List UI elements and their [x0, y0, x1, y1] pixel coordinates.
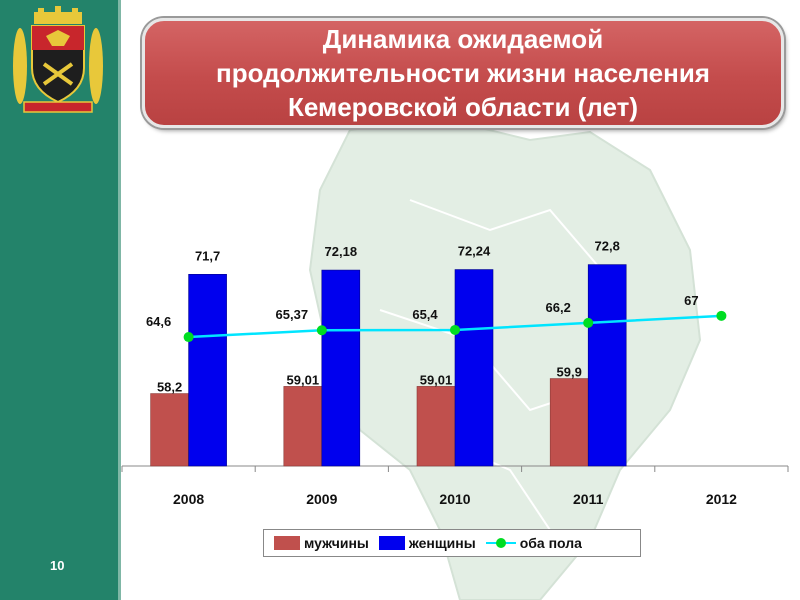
data-label-women-2008: 71,7: [195, 248, 220, 263]
chart-legend: мужчины женщины оба пола: [263, 529, 641, 557]
slide-title: Динамика ожидаемой продолжительности жиз…: [216, 24, 710, 122]
legend-swatch-both: [485, 536, 516, 550]
x-tick-label-2011: 2011: [573, 491, 604, 507]
bar-men-2008: [150, 393, 189, 467]
sidebar-divider: [118, 0, 121, 600]
data-label-both-2009: 65,37: [276, 307, 309, 322]
kemerovo-coat-of-arms-icon: [13, 6, 103, 113]
point-both-2011: [583, 317, 594, 328]
data-label-men-2010: 59,01: [420, 372, 453, 387]
sidebar: 10: [0, 0, 118, 600]
point-both-2008: [183, 332, 194, 343]
bar-women-2009: [321, 269, 361, 467]
bar-men-2011: [549, 378, 589, 467]
x-tick-label-2008: 2008: [173, 491, 204, 507]
data-label-both-2010: 65,4: [412, 307, 438, 322]
point-both-2012: [716, 310, 727, 321]
data-label-men-2008: 58,2: [157, 380, 182, 395]
bar-men-2009: [283, 386, 323, 467]
legend-swatch-women: [378, 536, 405, 550]
legend-item-both: оба пола: [485, 535, 582, 551]
data-label-both-2012: 67: [684, 293, 698, 308]
legend-item-women: женщины: [378, 535, 476, 551]
data-label-men-2009: 59,01: [287, 372, 320, 387]
legend-label-both: оба пола: [519, 535, 582, 551]
data-label-women-2009: 72,18: [325, 244, 358, 259]
x-tick-label-2012: 2012: [706, 491, 737, 507]
legend-label-men: мужчины: [304, 535, 369, 551]
bar-women-2010: [454, 269, 494, 467]
legend-item-men: мужчины: [274, 535, 369, 551]
x-tick-label-2009: 2009: [306, 491, 337, 507]
slide-title-box: Динамика ожидаемой продолжительности жиз…: [142, 18, 784, 128]
data-label-men-2011: 59,9: [557, 365, 582, 380]
point-both-2010: [450, 324, 460, 335]
data-label-both-2008: 64,6: [146, 314, 171, 329]
data-label-women-2010: 72,24: [458, 244, 491, 259]
x-tick-label-2010: 2010: [439, 491, 470, 507]
data-label-women-2011: 72,8: [595, 239, 620, 254]
legend-swatch-men: [274, 536, 300, 550]
bar-women-2011: [587, 264, 627, 467]
legend-label-women: женщины: [408, 535, 476, 551]
point-both-2009: [316, 325, 327, 336]
bar-women-2008: [188, 274, 227, 467]
bar-men-2010: [416, 386, 456, 467]
data-label-both-2011: 66,2: [546, 300, 571, 315]
slide-number: 10: [50, 558, 65, 573]
